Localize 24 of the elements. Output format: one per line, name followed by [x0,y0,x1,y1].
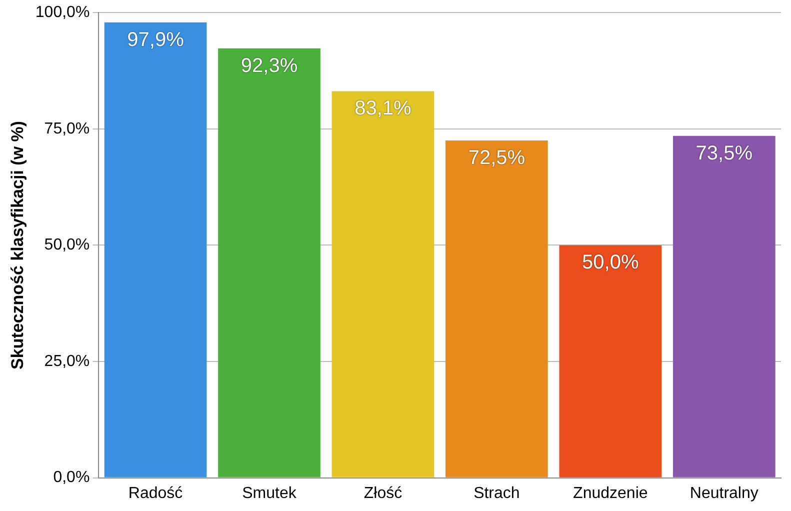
data-label: 50,0% [582,252,639,274]
bar [559,245,662,478]
y-tick-label: 50,0% [44,236,90,254]
x-tick-label: Strach [474,484,520,502]
bar [672,136,776,478]
y-tick-label: 100,0% [35,4,90,22]
x-tick-label: Radość [128,484,183,502]
bar [104,22,207,478]
bar [332,91,434,478]
x-tick-label: Złość [364,484,402,502]
data-label: 92,3% [240,54,298,77]
data-label: 72,5% [468,147,526,170]
x-tick-label: Neutralny [690,484,758,502]
bar [446,140,548,478]
y-axis-title: Skuteczność klasyfikacji (w %) [8,120,27,370]
y-tick-label: 0,0% [53,469,90,486]
y-tick-label: 25,0% [44,352,90,370]
data-label: 73,5% [696,142,753,164]
bar [218,48,320,478]
data-label: 83,1% [354,98,412,120]
x-tick-label: Smutek [242,484,298,502]
data-label: 97,9% [127,28,184,51]
x-tick-label: Znudzenie [573,484,648,502]
y-tick-label: 75,0% [44,120,90,138]
